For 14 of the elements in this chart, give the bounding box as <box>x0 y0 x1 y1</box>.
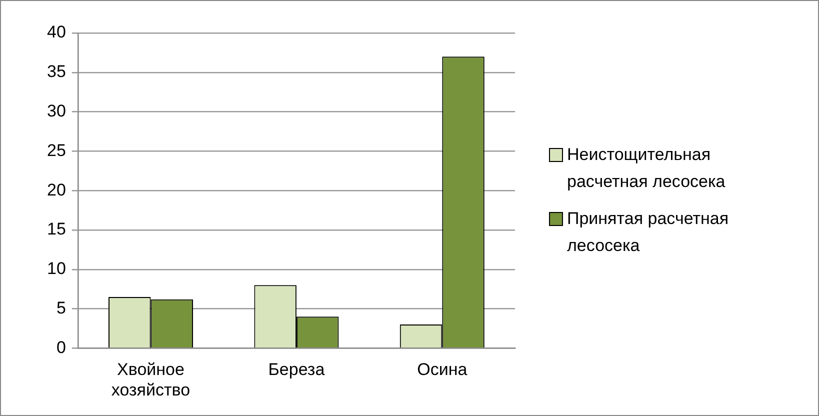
x-tick-label: Береза <box>268 360 326 380</box>
legend-label: Принятая расчетная лесосека <box>567 208 730 257</box>
x-tick-label: Осина <box>417 360 468 380</box>
legend-label: Неистощительная расчетная лесосека <box>567 144 726 193</box>
y-tick-label: 15 <box>46 220 66 239</box>
y-tick-label: 30 <box>46 101 66 120</box>
x-tick-label: Хвойное хозяйство <box>111 360 190 400</box>
y-tick-label: 20 <box>46 180 66 200</box>
y-tick-label: 40 <box>46 22 66 42</box>
y-tick-label: 10 <box>46 259 66 278</box>
y-tick-label: 0 <box>56 338 66 357</box>
y-tick-label: 25 <box>46 140 66 160</box>
y-tick-label: 5 <box>56 298 66 318</box>
y-tick-label: 35 <box>46 62 66 82</box>
